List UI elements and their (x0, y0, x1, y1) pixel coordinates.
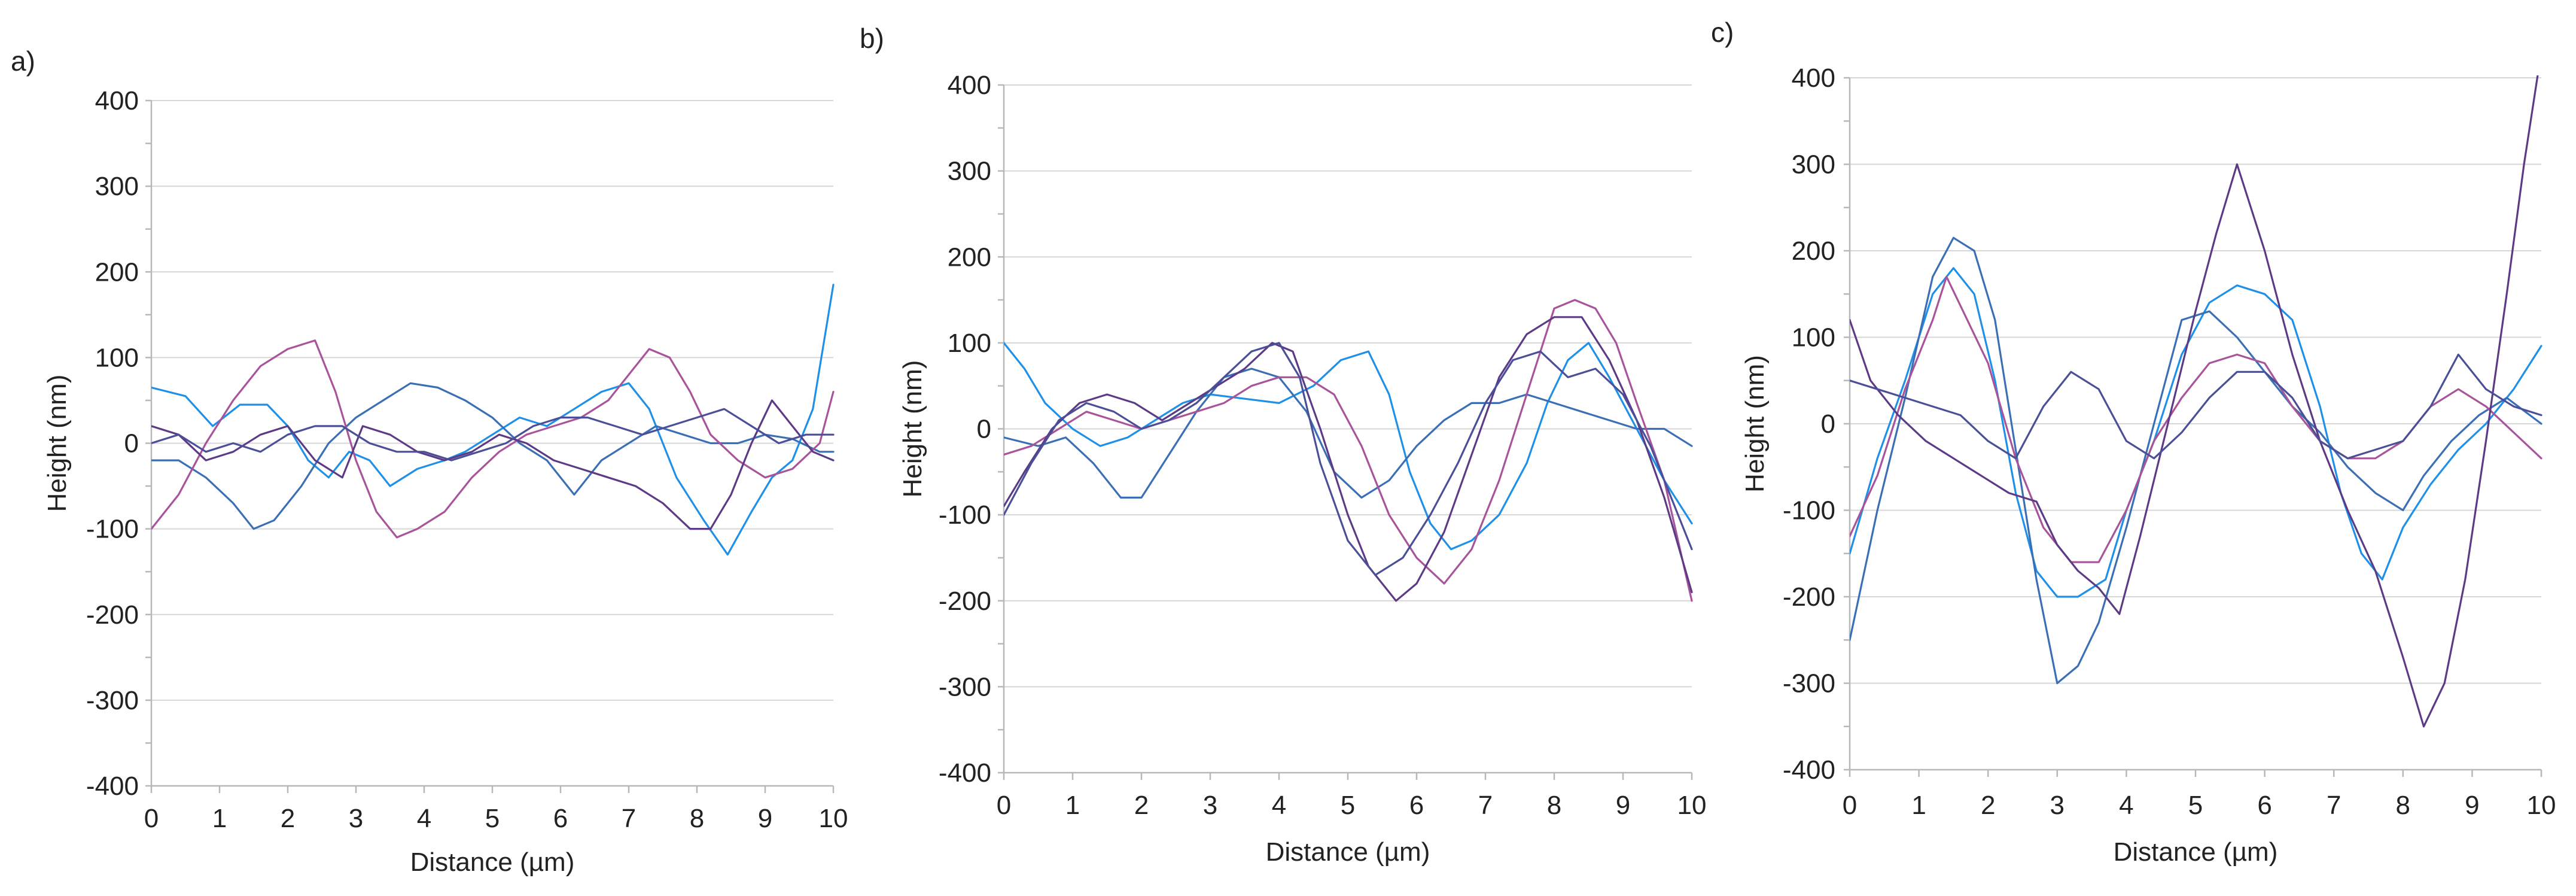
x-tick-label: 10 (2527, 791, 2556, 820)
x-tick-label: 5 (2188, 791, 2203, 820)
y-tick-label: 100 (95, 343, 139, 372)
series-line-5 (1004, 342, 1693, 576)
x-tick-label: 5 (485, 804, 500, 833)
x-tick-label: 7 (1478, 791, 1493, 820)
y-tick-label: 100 (1792, 323, 1835, 353)
x-tick-label: 10 (819, 804, 848, 833)
series-group (1004, 299, 1693, 602)
y-tick-label: -200 (86, 600, 139, 630)
y-tick-label: 200 (95, 257, 139, 287)
x-tick-label: 0 (1843, 791, 1857, 820)
x-tick-label: 10 (1677, 791, 1707, 820)
x-tick-label: 9 (758, 804, 772, 833)
x-tick-label: 8 (1547, 791, 1561, 820)
y-tick-label: 400 (948, 71, 991, 100)
series-line-5 (151, 408, 835, 461)
series-line-4 (1004, 316, 1693, 602)
x-axis-label: Distance (µm) (2114, 837, 2278, 867)
x-tick-label: 1 (212, 804, 227, 833)
y-tick-label: -300 (86, 686, 139, 715)
y-tick-label: -400 (1783, 755, 1835, 785)
x-tick-label: 9 (2465, 791, 2479, 820)
y-tick-label: -300 (939, 672, 991, 701)
x-tick-label: 6 (553, 804, 568, 833)
y-tick-label: -400 (939, 758, 991, 788)
x-tick-label: 7 (622, 804, 636, 833)
x-tick-label: 9 (1616, 791, 1630, 820)
y-tick-label: 300 (948, 157, 991, 186)
series-line-2 (1850, 236, 2542, 685)
y-tick-label: 0 (1821, 409, 1835, 439)
x-tick-label: 6 (2257, 791, 2271, 820)
y-tick-label: 100 (948, 329, 991, 358)
series-line-2 (151, 382, 835, 530)
y-tick-label: 200 (1792, 236, 1835, 266)
y-tick-label: -400 (86, 772, 139, 801)
y-tick-label: 200 (948, 242, 991, 272)
x-tick-label: 8 (690, 804, 704, 833)
x-tick-label: 0 (144, 804, 159, 833)
x-tick-label: 5 (1341, 791, 1355, 820)
x-tick-label: 3 (2050, 791, 2065, 820)
series-line-1 (151, 284, 835, 556)
y-tick-label: 0 (977, 415, 991, 444)
x-tick-label: 3 (1203, 791, 1217, 820)
series-line-1 (1850, 267, 2542, 598)
y-tick-label: -100 (939, 500, 991, 530)
x-tick-label: 2 (281, 804, 295, 833)
y-axis-label: Height (nm) (898, 360, 927, 498)
x-tick-label: 2 (1981, 791, 1995, 820)
y-tick-label: 0 (124, 429, 139, 458)
x-tick-label: 7 (2327, 791, 2341, 820)
series-line-4 (151, 399, 835, 530)
x-tick-label: 0 (997, 791, 1011, 820)
y-tick-label: 400 (1792, 63, 1835, 93)
x-tick-label: 4 (417, 804, 431, 833)
y-axis-label: Height (nm) (42, 375, 72, 512)
series-line-3 (151, 339, 835, 539)
panel-label: a) (11, 45, 35, 77)
y-tick-label: 400 (95, 86, 139, 116)
series-group (151, 284, 835, 556)
x-tick-label: 8 (2396, 791, 2410, 820)
x-axis-label: Distance (µm) (410, 848, 575, 877)
x-tick-label: 3 (349, 804, 363, 833)
y-tick-label: -200 (939, 587, 991, 616)
y-tick-label: 300 (95, 172, 139, 201)
series-line-2 (1004, 367, 1693, 499)
panel-label: c) (1711, 17, 1734, 48)
series-line-3 (1004, 299, 1693, 602)
panel-label: b) (860, 23, 884, 54)
y-tick-label: -300 (1783, 669, 1835, 698)
x-tick-label: 4 (1272, 791, 1286, 820)
y-tick-label: -200 (1783, 582, 1835, 612)
series-line-3 (1850, 275, 2542, 563)
series-line-4 (1850, 75, 2539, 728)
y-tick-label: -100 (86, 515, 139, 544)
series-line-1 (1004, 342, 1693, 551)
y-tick-label: 300 (1792, 150, 1835, 180)
x-tick-label: 1 (1911, 791, 1926, 820)
series-group (1850, 75, 2542, 728)
x-tick-label: 4 (2119, 791, 2133, 820)
y-tick-label: -100 (1783, 496, 1835, 526)
x-tick-label: 6 (1409, 791, 1424, 820)
x-tick-label: 2 (1134, 791, 1149, 820)
chart-panel-c: 400 300 200 100 0 -100 -200 -300 -400 0 1 2 3 4 5 6 7 8 9 1… (1711, 17, 2556, 867)
x-tick-label: 1 (1065, 791, 1080, 820)
y-axis-label: Height (nm) (1740, 355, 1770, 493)
x-axis-label: Distance (µm) (1266, 837, 1430, 867)
series-line-5 (1850, 353, 2542, 460)
